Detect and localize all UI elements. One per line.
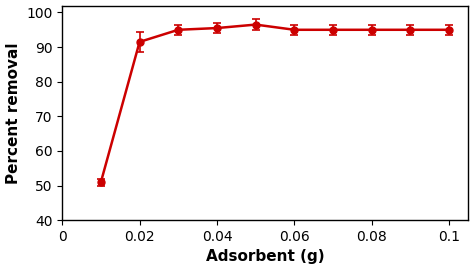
Y-axis label: Percent removal: Percent removal: [6, 42, 20, 184]
X-axis label: Adsorbent (g): Adsorbent (g): [206, 249, 325, 264]
